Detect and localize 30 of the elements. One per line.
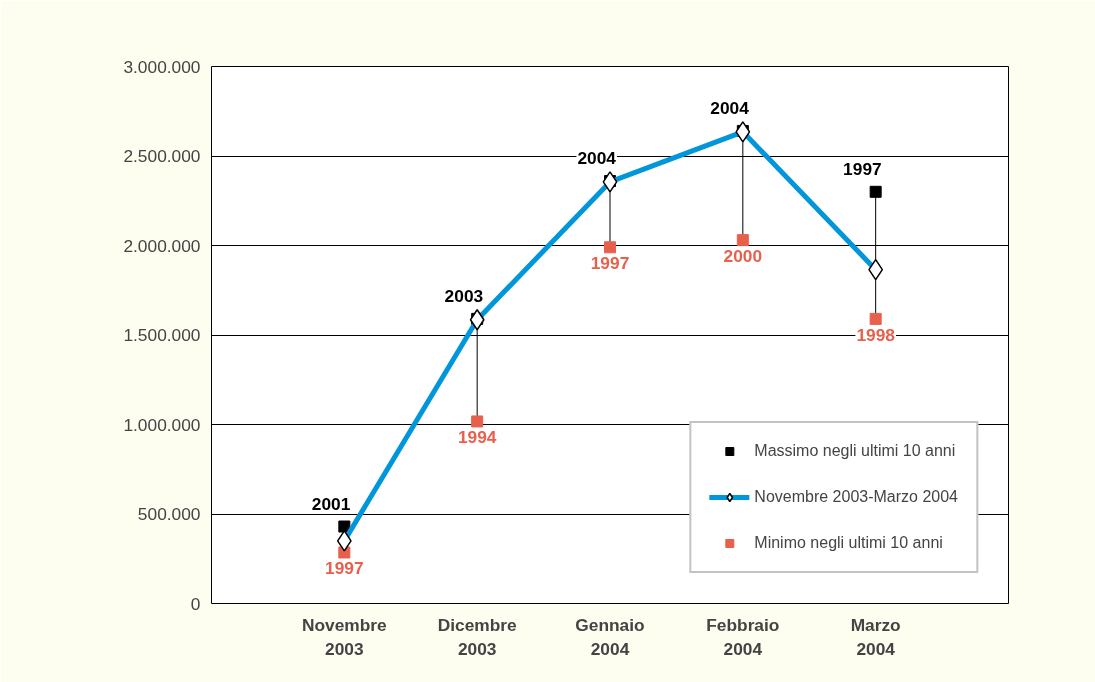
- point: [869, 185, 882, 198]
- annotation: 2000: [723, 246, 763, 267]
- x-tick-label: Marzo 2004: [850, 614, 901, 659]
- annotation: 1997: [843, 158, 882, 179]
- point: [471, 415, 484, 428]
- legend-label: Novembre 2003-Marzo 2004: [754, 488, 958, 506]
- point: [604, 241, 616, 254]
- annotation: 1997: [590, 253, 630, 274]
- x-tick-label: Novembre 2003: [301, 614, 388, 659]
- y-tick-label: 2.000.000: [123, 235, 201, 256]
- annotation: 2003: [444, 285, 484, 306]
- y-tick-label: 2.500.000: [123, 146, 201, 166]
- point: [869, 312, 882, 325]
- legend-label: Minimo negli ultimi 10 anni: [754, 534, 943, 552]
- y-tick-label: 500.000: [137, 504, 201, 524]
- annotation: 1994: [457, 427, 497, 448]
- legend-label: Massimo negli ultimi 10 anni: [754, 442, 956, 460]
- y-tick-label: 1.500.000: [123, 325, 201, 345]
- y-tick-label: 0: [190, 593, 201, 614]
- annotation: 1998: [856, 324, 896, 345]
- point: [736, 234, 749, 247]
- y-tick-label: 1.000.000: [123, 414, 201, 435]
- y-tick-label: 3.000.000: [123, 56, 201, 77]
- x-tick-label: Febbraio 2004: [706, 614, 780, 659]
- x-tick-label: Gennaio 2004: [575, 614, 645, 659]
- x-tick-label: Dicembre 2003: [437, 614, 518, 659]
- annotation: 2004: [710, 97, 750, 118]
- annotation: 1997: [325, 558, 364, 579]
- annotation: 2001: [311, 493, 351, 514]
- annotation: 2004: [577, 148, 617, 169]
